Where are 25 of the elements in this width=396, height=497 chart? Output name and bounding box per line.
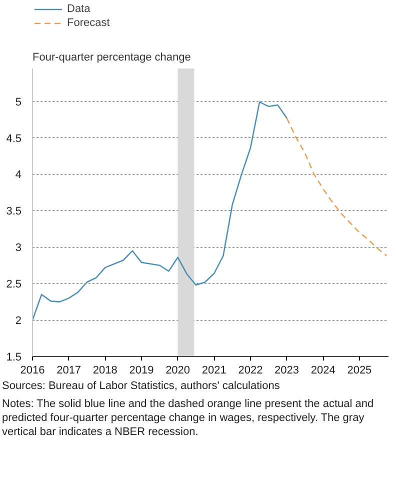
legend-label: Forecast: [67, 16, 110, 30]
x-tick-label: 2019: [129, 364, 154, 376]
x-tick-label: 2018: [92, 364, 118, 376]
y-tick-label: 3: [15, 242, 22, 254]
line-series: [32, 101, 288, 321]
y-tick-label: 2: [15, 315, 22, 328]
y-tick-label: 2.5: [6, 278, 22, 291]
legend-label: Data: [67, 2, 90, 16]
x-tick-label: 2024: [310, 364, 336, 376]
y-tick-label: 1.5: [6, 352, 22, 364]
x-tick-label: 2016: [20, 364, 45, 376]
x-tick-label: 2021: [202, 364, 226, 376]
x-tick-label: 2020: [166, 364, 190, 376]
y-tick-label: 5: [15, 96, 22, 108]
y-tick-label: 4: [15, 169, 22, 182]
x-tick-label: 2017: [56, 364, 82, 376]
y-axis-title: Four-quarter percentage change: [32, 52, 191, 64]
x-tick-label: 2023: [274, 364, 300, 376]
x-tick-label: 2022: [238, 364, 263, 376]
y-tick-label: 3.5: [6, 206, 22, 218]
text: Notes: The solid blue line and the dashed orange line present the actual and predicted four-quarter percentage change in wages, respectively. The gray vertical bar indicates a NBER recession.: [2, 398, 375, 440]
source-note: Sources: Bureau of Labor Statistics, authors' calculations: [2, 380, 280, 394]
line-series: [286, 117, 388, 257]
x-tick-label: 2025: [347, 364, 372, 376]
y-tick-label: 4.5: [6, 132, 22, 145]
